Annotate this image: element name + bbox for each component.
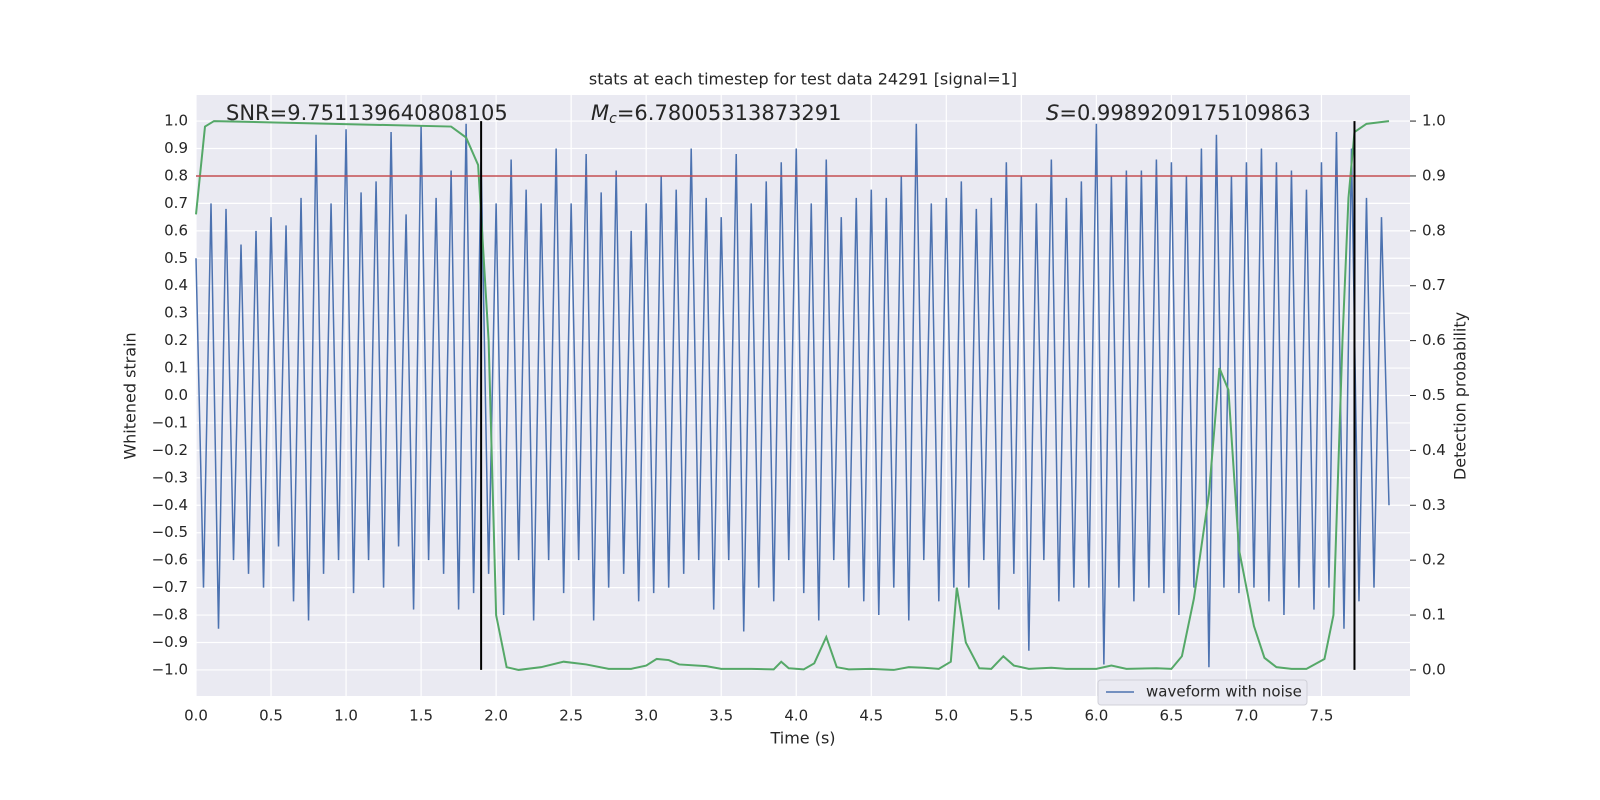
y-tick-label: −0.9 (152, 633, 188, 651)
annotation-symbol: S (1046, 101, 1059, 125)
annotation-text: =6.78005313873291 (617, 101, 842, 125)
series-line (195, 123, 1390, 668)
x-tick-label: 7.0 (1235, 707, 1259, 725)
annotation-subscript: c (609, 111, 617, 127)
series-line (195, 120, 1390, 671)
x-tick-label: 4.5 (859, 707, 883, 725)
chart-title: stats at each timestep for test data 242… (589, 70, 1017, 89)
y-tick-label: 0.9 (164, 139, 188, 157)
annotation: Mc=6.78005313873291 (591, 101, 842, 127)
x-tick-label: 0.0 (184, 707, 208, 725)
x-tick-label: 1.0 (334, 707, 358, 725)
x-tick-label: 3.5 (709, 707, 733, 725)
y2-tick-label: 0.8 (1422, 221, 1446, 239)
x-tick-label: 7.5 (1310, 707, 1334, 725)
legend-box (1097, 679, 1308, 706)
y-tick-label: 0.2 (164, 331, 188, 349)
y-tick-label: −0.2 (152, 441, 188, 459)
y2-tick-label: 0.0 (1422, 660, 1446, 678)
y-tick-label: 0.6 (164, 221, 188, 239)
y-tick-label: −0.5 (152, 523, 188, 541)
annotation-symbol: M (591, 101, 609, 125)
y-tick-label: 0.7 (164, 194, 188, 212)
y-tick-label: 0.3 (164, 304, 188, 322)
y-tick-label: 0.1 (164, 359, 188, 377)
y2-tick-label: 0.2 (1422, 551, 1446, 569)
x-tick-label: 2.0 (484, 707, 508, 725)
y2-tick-label: 0.6 (1422, 331, 1446, 349)
x-tick-label: 2.5 (559, 707, 583, 725)
y-tick-label: −1.0 (152, 660, 188, 678)
y-tick-label: −0.1 (152, 413, 188, 431)
y-tick-label: −0.6 (152, 551, 188, 569)
x-tick-label: 5.5 (1009, 707, 1033, 725)
x-tick-label: 5.0 (934, 707, 958, 725)
y2-tick-label: 0.9 (1422, 166, 1446, 184)
annotation-text: =0.9989209175109863 (1059, 101, 1310, 125)
x-tick-label: 6.5 (1159, 707, 1183, 725)
legend-label: waveform with noise (1146, 683, 1302, 701)
x-tick-label: 1.5 (409, 707, 433, 725)
y2-tick-label: 0.1 (1422, 606, 1446, 624)
x-tick-label: 0.5 (259, 707, 283, 725)
legend: waveform with noise (1097, 679, 1308, 706)
y-tick-label: −0.8 (152, 606, 188, 624)
y-tick-label: −0.4 (152, 496, 188, 514)
annotation-text: SNR=9.751139640808105 (226, 101, 508, 125)
annotation: SNR=9.751139640808105 (226, 101, 508, 125)
annotation: S=0.9989209175109863 (1046, 101, 1311, 125)
x-tick-label: 4.0 (784, 707, 808, 725)
y2-tick-label: 0.4 (1422, 441, 1446, 459)
y-tick-label: 0.0 (164, 386, 188, 404)
y-tick-label: 0.5 (164, 249, 188, 267)
x-axis-label: Time (s) (769, 729, 835, 748)
x-tick-label: 6.0 (1084, 707, 1108, 725)
x-tick-label: 3.0 (634, 707, 658, 725)
y-tick-label: −0.3 (152, 468, 188, 486)
y2-axis-label: Detection probability (1451, 312, 1470, 480)
y-tick-label: 1.0 (164, 112, 188, 130)
y2-tick-label: 0.3 (1422, 496, 1446, 514)
y2-tick-label: 0.5 (1422, 386, 1446, 404)
y-tick-label: 0.4 (164, 276, 188, 294)
y-axis-label: Whitened strain (121, 332, 140, 459)
y-tick-label: −0.7 (152, 578, 188, 596)
y-tick-label: 0.8 (164, 166, 188, 184)
y2-tick-label: 1.0 (1422, 112, 1446, 130)
y2-tick-label: 0.7 (1422, 276, 1446, 294)
